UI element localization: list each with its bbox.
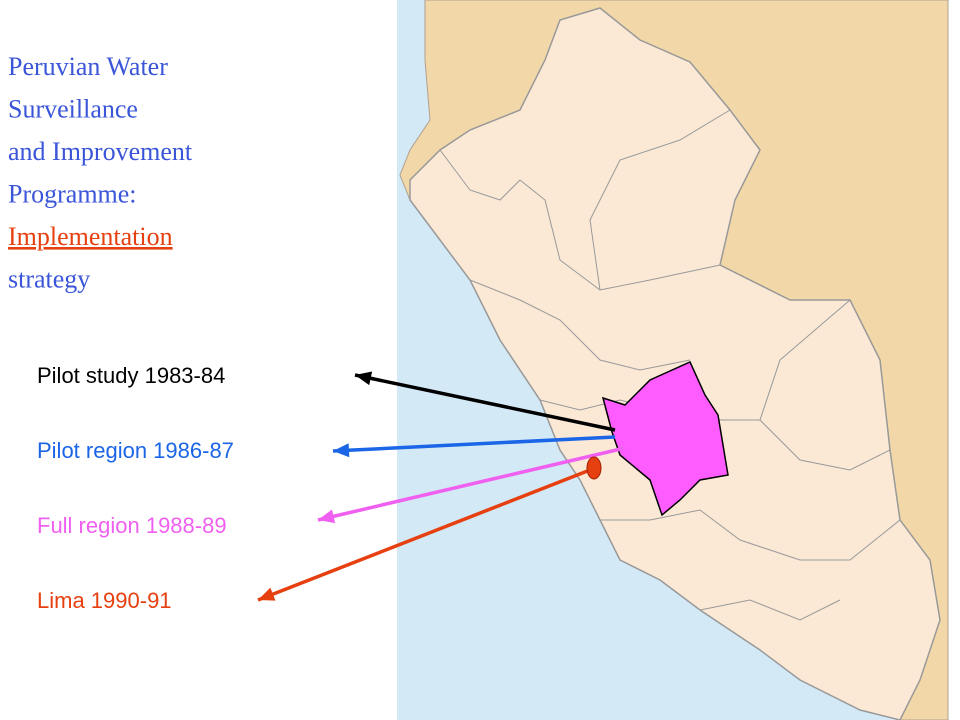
arrow-line: [257, 468, 591, 602]
arrow-line: [332, 435, 616, 453]
title-line: Peruvian Water: [8, 52, 168, 81]
title: Peruvian Water Surveillance and Improvemen…: [8, 52, 193, 294]
arrows: [257, 371, 626, 602]
title-line: Surveillance: [8, 95, 138, 124]
stage-label: Lima 1990-91: [37, 588, 172, 613]
stage-label: Pilot region 1986-87: [37, 438, 234, 463]
arrow-line: [354, 373, 616, 432]
stage-labels: Pilot study 1983-84 Pilot region 1986-87 F…: [37, 363, 234, 613]
title-line: Programme:: [8, 180, 137, 209]
lima-marker: [586, 456, 602, 480]
region-borders: [439, 109, 901, 621]
arrow-head: [355, 371, 373, 386]
arrow-head: [318, 509, 336, 524]
arrow-head: [333, 443, 350, 458]
stage-label: Pilot study 1983-84: [37, 363, 225, 388]
title-line: strategy: [8, 265, 90, 294]
title-highlight: Implementation: [8, 222, 173, 251]
title-line: and Improvement: [8, 137, 193, 166]
arrow-line: [317, 446, 626, 522]
stage-label: Full region 1988-89: [37, 513, 227, 538]
pilot-region: [601, 361, 729, 517]
peru: [409, 7, 941, 720]
arrow-head: [258, 587, 276, 601]
